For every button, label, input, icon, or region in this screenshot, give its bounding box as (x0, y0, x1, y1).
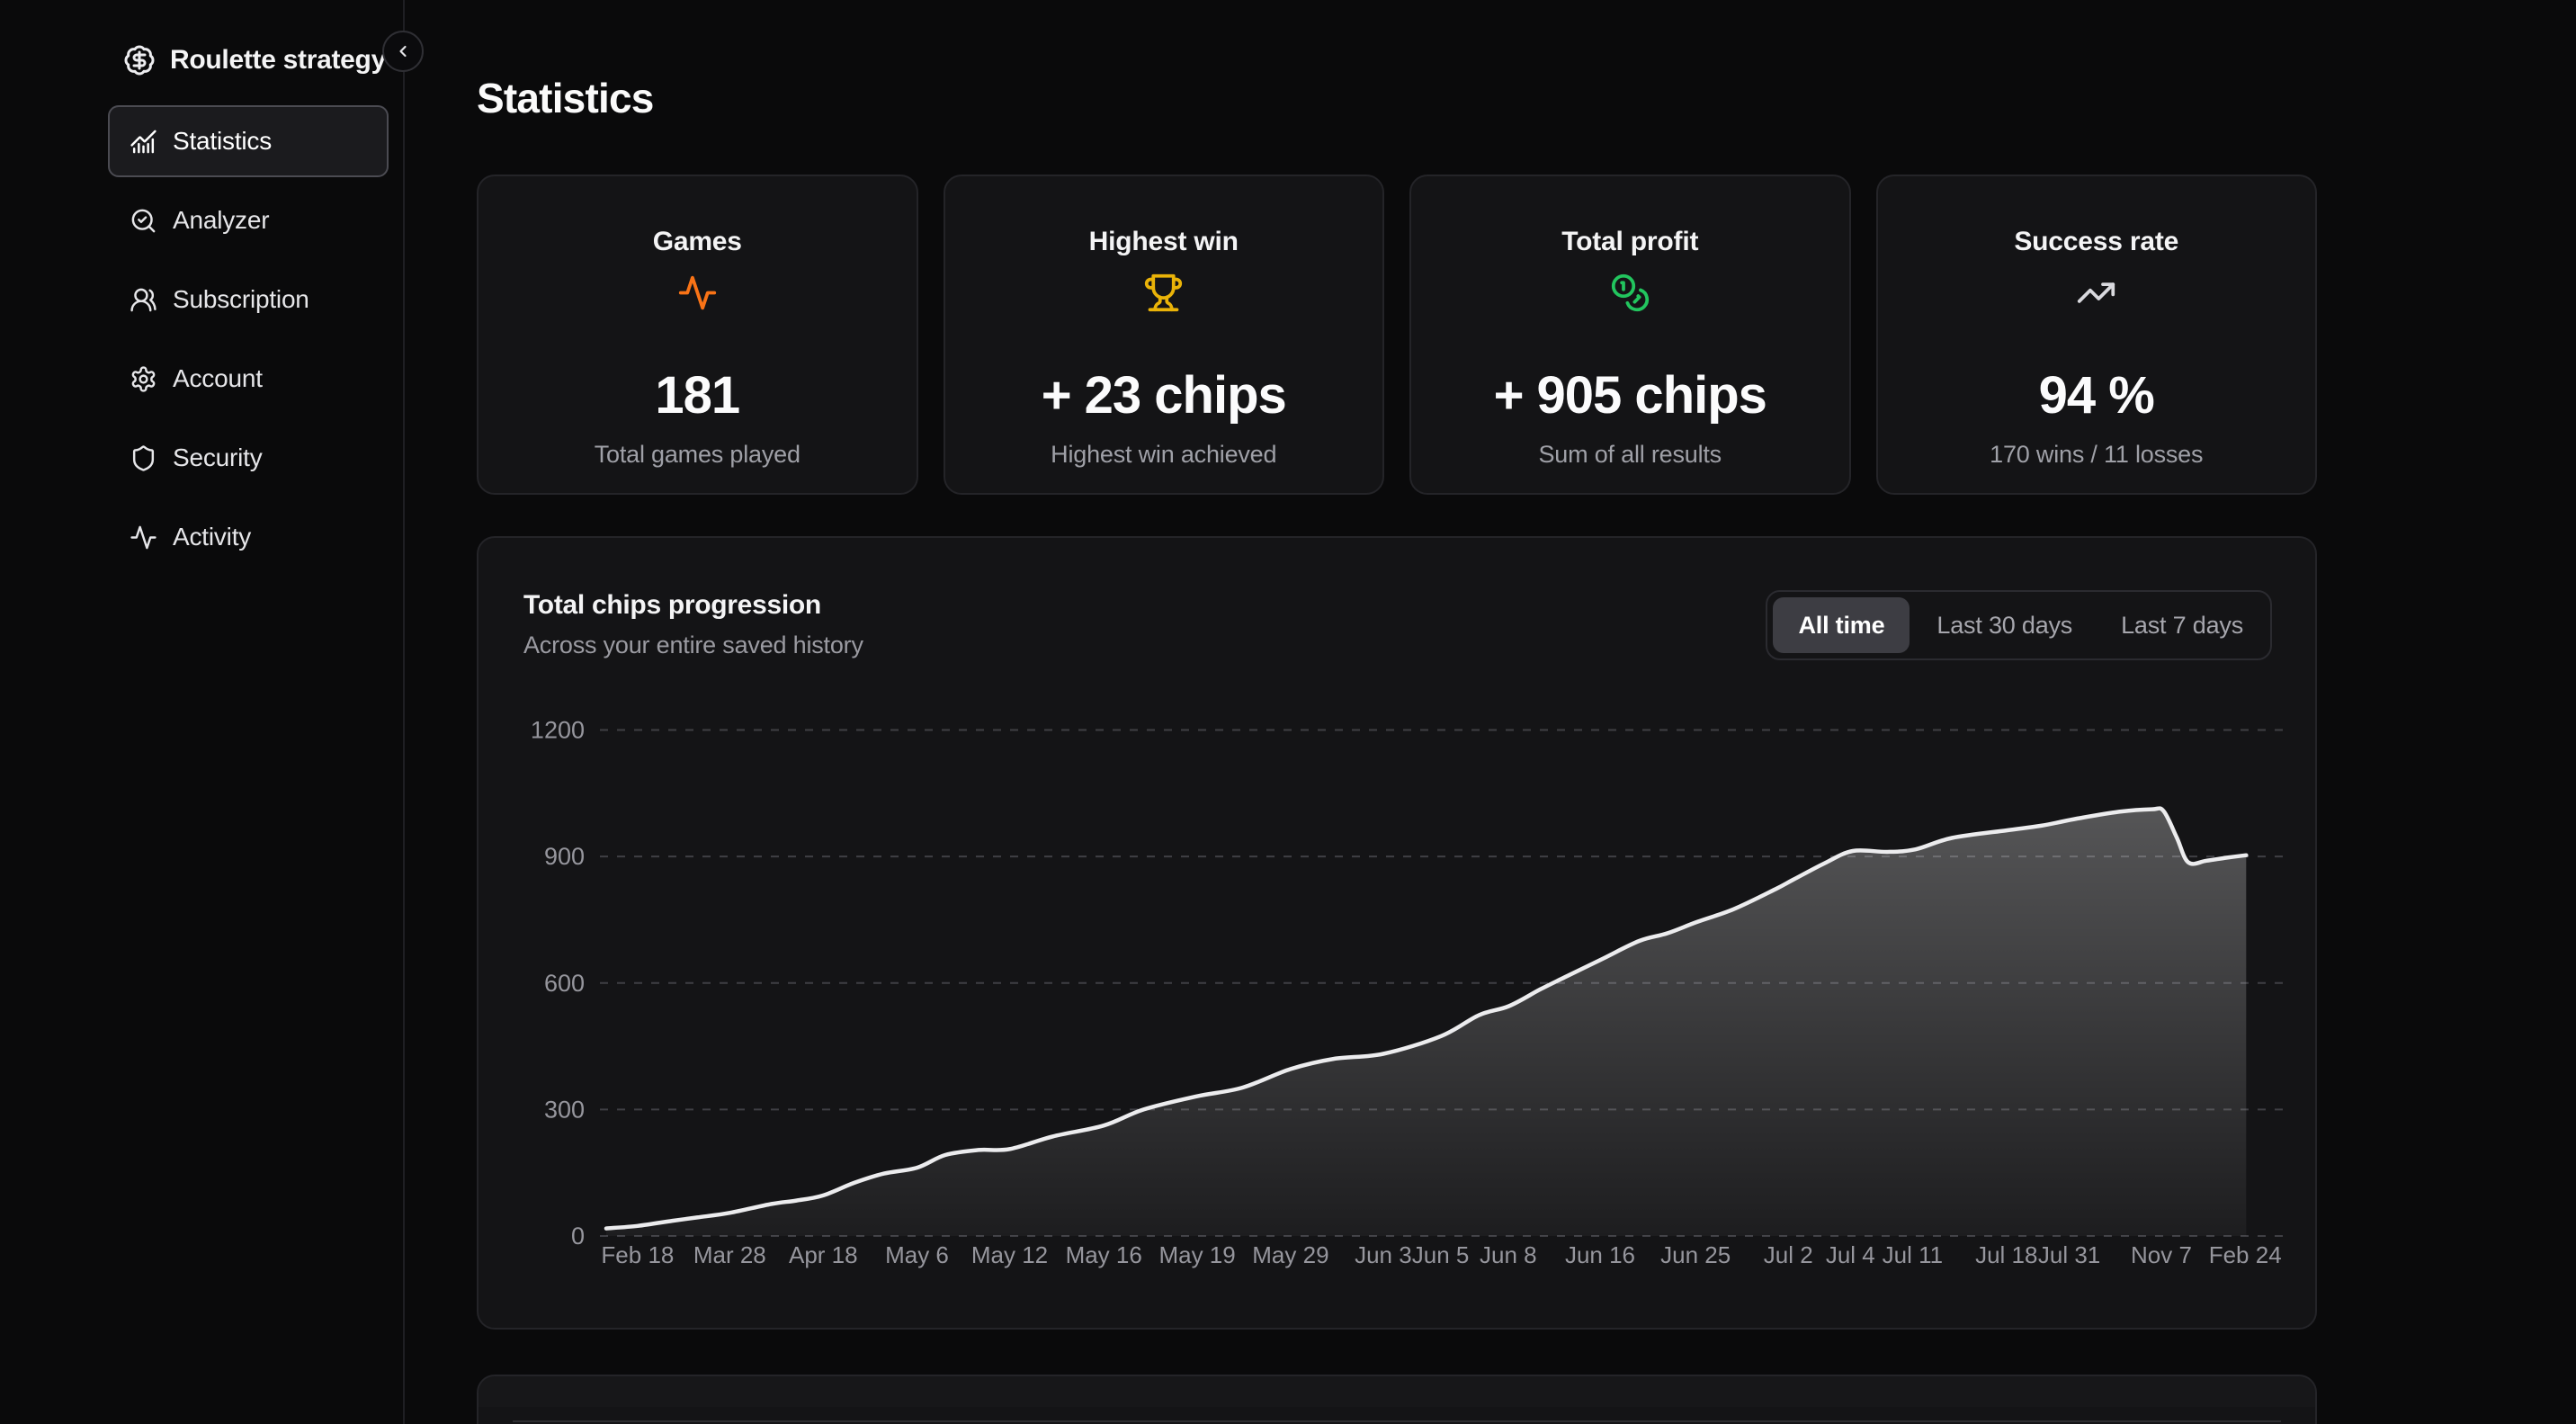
next-section-divider (513, 1420, 2281, 1422)
sidebar-collapse-button[interactable] (382, 31, 424, 72)
x-axis-label: Apr 18 (789, 1241, 858, 1268)
next-section-card-partial (477, 1375, 2317, 1424)
sidebar-item-label: Analyzer (173, 206, 270, 234)
x-axis-label: May 16 (1066, 1241, 1142, 1268)
brand-label: Roulette strategy (170, 45, 386, 75)
gear-icon (130, 365, 157, 393)
y-axis-label: 1200 (531, 717, 585, 744)
stat-card-subtitle: Sum of all results (1538, 440, 1722, 468)
stat-card-games: Games 181 Total games played (477, 175, 918, 495)
chart-title-block: Total chips progression Across your enti… (523, 590, 863, 659)
chart-card: Total chips progression Across your enti… (477, 536, 2317, 1330)
sidebar-item-account[interactable]: Account (108, 343, 389, 415)
sidebar-nav: Statistics Analyzer Subscription Account Sec… (108, 105, 389, 573)
chips-progression-chart: 0 300 600 900 1200 Feb 18 Mar 28 Apr 18 May 6 May… (531, 717, 2283, 1268)
sidebar-item-label: Account (173, 364, 263, 392)
x-axis-label: Jul 18 (1975, 1241, 2037, 1268)
stat-card-subtitle: Total games played (594, 440, 801, 468)
x-axis-label: Jul 11 (1883, 1241, 1943, 1268)
search-check-icon (130, 207, 157, 235)
chart-card-header: Total chips progression Across your enti… (479, 538, 2315, 660)
stat-card-value: 94 % (2038, 366, 2155, 425)
x-axis-label: Feb 18 (601, 1241, 674, 1268)
range-tab-last-30-days[interactable]: Last 30 days (1936, 611, 2073, 639)
stat-card-value: + 23 chips (1041, 366, 1287, 425)
chart-subtitle: Across your entire saved history (523, 631, 863, 658)
x-axis-label: Jul 4 (1826, 1241, 1875, 1268)
x-axis-label: May 6 (885, 1241, 949, 1268)
stat-card-value: 181 (655, 366, 740, 425)
shield-icon (130, 444, 157, 472)
x-axis-label: May 19 (1158, 1241, 1235, 1268)
stat-card-subtitle: Highest win achieved (1051, 440, 1277, 468)
page-title: Statistics (477, 75, 654, 121)
x-axis-label: Mar 28 (693, 1241, 766, 1268)
next-section-header (479, 1376, 2315, 1407)
x-axis-label: May 12 (971, 1241, 1048, 1268)
x-axis-label: Jul 31 (2038, 1241, 2100, 1268)
stat-card-value: + 905 chips (1493, 366, 1767, 425)
sidebar-item-security[interactable]: Security (108, 422, 389, 494)
stat-cards-row: Games 181 Total games played Highest win + 2… (477, 175, 2317, 495)
chevron-left-icon (394, 42, 412, 60)
users-icon (130, 286, 157, 314)
stat-card-highest-win: Highest win + 23 chips Highest win achieve… (943, 175, 1384, 495)
x-axis-label: Jun 16 (1565, 1241, 1635, 1268)
range-tab-all-time[interactable]: All time (1773, 597, 1910, 653)
sidebar-item-label: Subscription (173, 285, 309, 313)
y-axis-label: 0 (571, 1222, 585, 1249)
x-axis-label: Jul 2 (1764, 1241, 1813, 1268)
bar-chart-icon (130, 128, 157, 156)
sidebar-item-activity[interactable]: Activity (108, 501, 389, 573)
x-axis-label: Feb 24 (2209, 1241, 2282, 1268)
range-tab-last-7-days[interactable]: Last 7 days (2121, 611, 2243, 639)
chart-area-fill (606, 808, 2247, 1236)
sidebar-item-label: Statistics (173, 127, 273, 155)
x-axis-label: Jun 8 (1480, 1241, 1537, 1268)
stat-card-title: Success rate (2014, 227, 2179, 256)
coins-icon (1610, 272, 1650, 313)
activity-icon (677, 272, 718, 313)
stat-card-success-rate: Success rate 94 % 170 wins / 11 losses (1875, 175, 2317, 495)
stat-card-subtitle: 170 wins / 11 losses (1990, 440, 2204, 468)
sidebar-item-analyzer[interactable]: Analyzer (108, 184, 389, 256)
y-axis-label: 900 (544, 843, 585, 870)
chart-line (604, 806, 2249, 1231)
activity-icon (130, 524, 157, 551)
stat-card-title: Highest win (1088, 227, 1239, 256)
y-axis-label: 300 (544, 1096, 585, 1123)
x-axis-label: Jun 25 (1660, 1241, 1731, 1268)
main-content: Statistics Games 181 Total games played Hig… (405, 0, 2576, 1424)
x-axis-label: Jun 3 (1355, 1241, 1412, 1268)
x-axis-label: Jun 5 (1412, 1241, 1470, 1268)
x-axis-label: May 29 (1252, 1241, 1328, 1268)
trending-up-icon (2076, 272, 2116, 313)
time-range-tabs: All time Last 30 days Last 7 days (1766, 590, 2272, 660)
sidebar-item-label: Security (173, 443, 263, 471)
brand: Roulette strategy (123, 44, 386, 76)
sidebar-item-subscription[interactable]: Subscription (108, 264, 389, 336)
stat-card-total-profit: Total profit + 905 chips Sum of all result… (1409, 175, 1851, 495)
sidebar: Roulette strategy Statistics Analyzer Subs… (0, 0, 424, 1424)
sidebar-item-statistics[interactable]: Statistics (108, 105, 389, 177)
x-axis-label: Nov 7 (2131, 1241, 2192, 1268)
y-axis-label: 600 (544, 970, 585, 997)
sidebar-item-label: Activity (173, 523, 252, 551)
stat-card-title: Total profit (1561, 227, 1699, 256)
badge-dollar-icon (123, 44, 156, 76)
chart-title: Total chips progression (523, 590, 821, 620)
trophy-icon (1143, 272, 1184, 313)
stat-card-title: Games (652, 227, 742, 256)
